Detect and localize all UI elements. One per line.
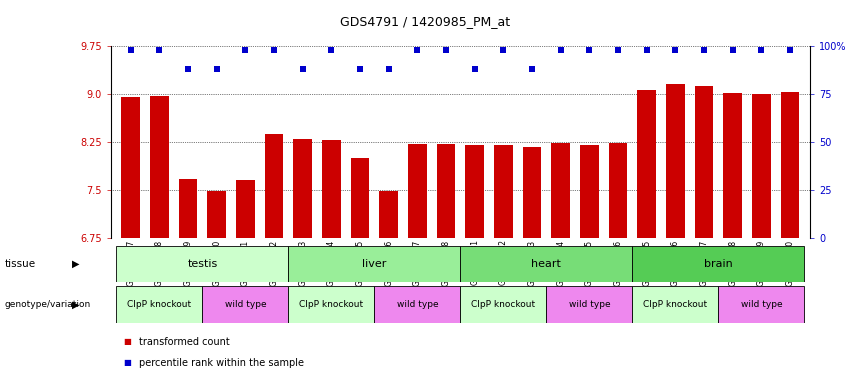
Bar [546,286,632,323]
Text: ▶: ▶ [72,300,80,310]
Text: wild type: wild type [740,300,782,309]
Text: liver: liver [363,259,386,269]
Bar [780,92,799,238]
Bar [437,144,455,238]
Bar [265,134,283,238]
Bar [718,286,804,323]
Bar [117,246,288,282]
Bar [666,84,685,238]
Bar [208,191,226,238]
Bar [122,97,140,238]
Bar [380,191,398,238]
Bar [723,93,742,238]
Bar [294,139,312,238]
Bar [637,90,656,238]
Bar [694,86,713,238]
Bar [580,145,599,238]
Bar [150,96,168,238]
Bar [465,145,484,238]
Bar [179,179,197,238]
Bar [632,286,718,323]
Text: wild type: wild type [225,300,266,309]
Text: ClpP knockout: ClpP knockout [643,300,707,309]
Bar [288,286,374,323]
Bar [460,286,546,323]
Bar [288,246,460,282]
Text: brain: brain [704,259,733,269]
Text: ClpP knockout: ClpP knockout [300,300,363,309]
Text: wild type: wild type [568,300,610,309]
Text: percentile rank within the sample: percentile rank within the sample [139,358,304,368]
Bar [117,286,203,323]
Text: ClpP knockout: ClpP knockout [128,300,191,309]
Bar [203,286,288,323]
Text: GDS4791 / 1420985_PM_at: GDS4791 / 1420985_PM_at [340,15,511,28]
Text: transformed count: transformed count [139,337,230,347]
Bar [523,147,541,238]
Bar [374,286,460,323]
Text: ■: ■ [123,337,131,346]
Bar [494,145,512,238]
Text: testis: testis [187,259,218,269]
Text: wild type: wild type [397,300,438,309]
Bar [632,246,804,282]
Bar [236,180,254,238]
Text: genotype/variation: genotype/variation [4,300,90,309]
Bar [322,140,340,238]
Bar [460,246,632,282]
Bar [551,143,570,238]
Text: ClpP knockout: ClpP knockout [471,300,535,309]
Bar [752,94,771,238]
Text: ■: ■ [123,358,131,367]
Bar [351,158,369,238]
Text: tissue: tissue [4,259,36,269]
Bar [608,143,627,238]
Text: ▶: ▶ [72,259,80,269]
Text: heart: heart [532,259,562,269]
Bar [408,144,426,238]
